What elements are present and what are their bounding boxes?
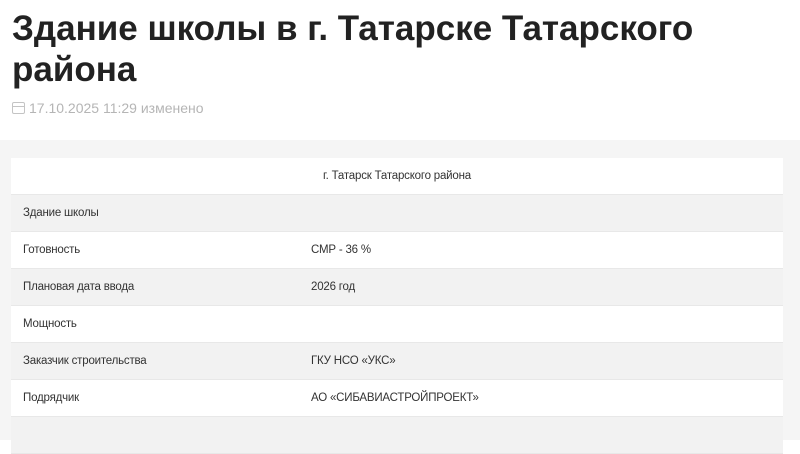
calendar-icon <box>12 102 25 114</box>
row-value: АО «СИБАВИАСТРОЙПРОЕКТ» <box>311 392 479 404</box>
row-value: СМР - 36 % <box>311 244 371 256</box>
info-table: г. Татарск Татарского района Здание школ… <box>11 158 783 454</box>
table-row: Заказчик строительства ГКУ НСО «УКС» <box>11 343 783 380</box>
table-row: Здание школы <box>11 195 783 232</box>
row-label: Подрядчик <box>23 392 79 404</box>
table-row <box>11 417 783 454</box>
table-row: Подрядчик АО «СИБАВИАСТРОЙПРОЕКТ» <box>11 380 783 417</box>
modified-date-text: 17.10.2025 11:29 изменено <box>29 100 204 116</box>
row-label: Готовность <box>23 244 80 256</box>
table-row: Готовность СМР - 36 % <box>11 232 783 269</box>
row-value: ГКУ НСО «УКС» <box>311 355 396 367</box>
row-label: Мощность <box>23 318 77 330</box>
modified-date: 17.10.2025 11:29 изменено <box>12 100 204 116</box>
row-label: Плановая дата ввода <box>23 281 135 293</box>
table-row: Плановая дата ввода 2026 год <box>11 269 783 306</box>
row-label: Заказчик строительства <box>23 355 147 367</box>
row-label: Здание школы <box>23 207 99 219</box>
table-row: Мощность <box>11 306 783 343</box>
row-value: 2026 год <box>311 281 355 293</box>
page-title: Здание школы в г. Татарске Татарского ра… <box>12 9 694 89</box>
table-header-text: г. Татарск Татарского района <box>323 170 471 182</box>
table-header: г. Татарск Татарского района <box>11 158 783 195</box>
